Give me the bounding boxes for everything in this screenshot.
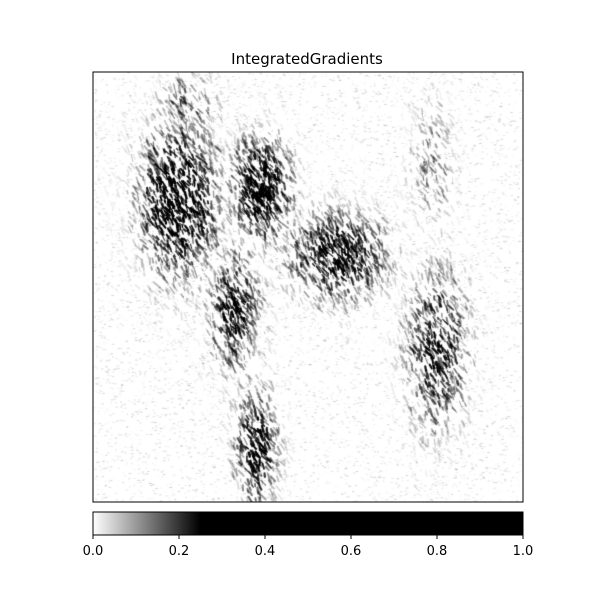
colorbar-tick-label: 0.2 (169, 544, 190, 559)
colorbar-tick-label: 0.0 (83, 544, 104, 559)
colorbar-tick-label: 0.6 (341, 544, 362, 559)
heatmap-frame (92, 71, 524, 503)
attribution-heatmap (93, 72, 523, 502)
colorbar-tick-label: 0.8 (427, 544, 448, 559)
colorbar-ticks: 0.0 0.2 0.4 0.6 0.8 1.0 (83, 535, 534, 559)
colorbar-tick-label: 0.4 (255, 544, 276, 559)
colorbar-tick-label: 1.0 (513, 544, 534, 559)
colorbar: 0.0 0.2 0.4 0.6 0.8 1.0 (83, 511, 534, 559)
heatmap-axes (92, 71, 524, 503)
colorbar-gradient (92, 511, 524, 536)
chart-title: IntegratedGradients (231, 50, 383, 68)
